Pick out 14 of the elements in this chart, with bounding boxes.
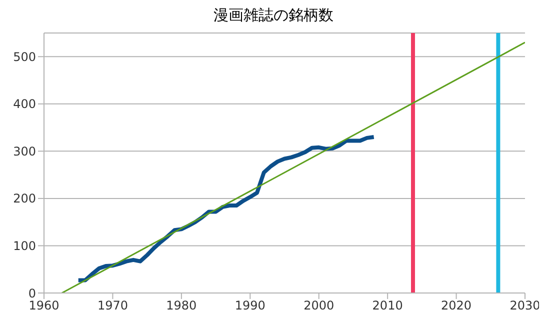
x-tick-label: 1970 (97, 298, 128, 313)
y-tick-label: 100 (13, 238, 36, 253)
x-tick-label: 2000 (304, 298, 334, 313)
chart-title: 漫画雑誌の銘柄数 (212, 6, 334, 25)
x-tick-label: 1980 (166, 298, 197, 313)
x-tick-label: 1960 (28, 298, 60, 313)
x-tick-label: 2020 (441, 298, 472, 313)
y-tick-label: 0 (28, 286, 36, 300)
y-tick-label: 400 (13, 97, 36, 112)
y-tick-label: 500 (13, 50, 36, 64)
x-tick-label: 2010 (372, 298, 403, 313)
y-tick-label: 200 (13, 192, 36, 206)
x-tick-label: 1990 (234, 298, 266, 313)
y-tick-label: 300 (13, 144, 36, 158)
